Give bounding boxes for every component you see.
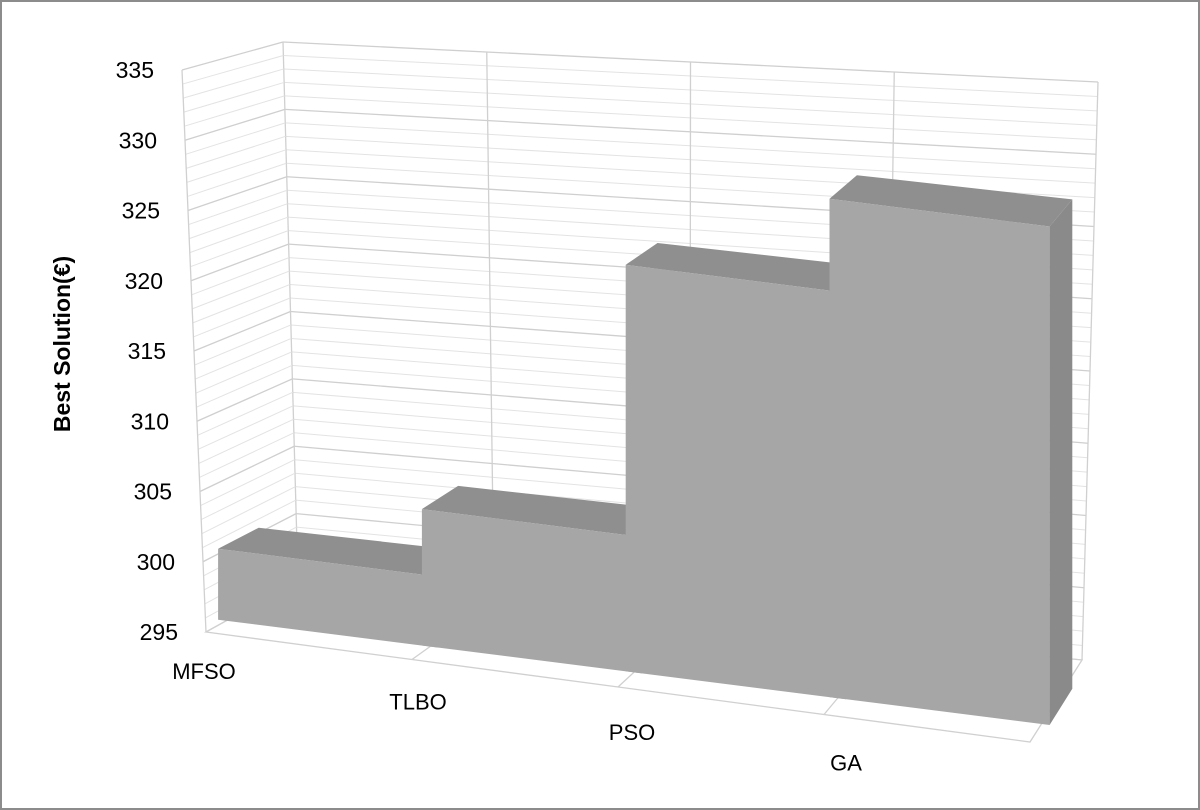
side-wall-gridline (188, 189, 288, 226)
side-wall-gridline (185, 122, 286, 155)
side-wall-gridline (198, 418, 294, 464)
side-wall-gridline (190, 243, 289, 282)
side-wall-gridline (202, 499, 296, 549)
bar-top (829, 175, 1073, 227)
side-wall-edge (181, 69, 207, 633)
y-tick-label: 325 (122, 198, 160, 224)
side-wall-gridline (201, 486, 296, 535)
y-tick-label: 315 (128, 338, 166, 364)
bar-ga (829, 175, 1073, 725)
x-tick-label: GA (830, 750, 862, 775)
side-wall-gridline (183, 81, 285, 113)
side-wall-gridline (189, 203, 288, 240)
side-wall-gridline (183, 68, 284, 99)
side-wall-gridline (197, 391, 293, 436)
bar-top (218, 527, 475, 577)
side-wall-gridline (191, 257, 290, 296)
side-wall-gridline (192, 284, 290, 324)
y-tick-label: 295 (140, 619, 178, 645)
bar-front (625, 264, 846, 700)
side-wall-gridline (189, 216, 289, 254)
side-wall-gridline (196, 378, 293, 422)
bar-top (625, 243, 873, 293)
x-tick-label: TLBO (389, 689, 446, 714)
y-axis-tick-labels: 295 300 305 310 315 320 325 330 335 (116, 57, 178, 645)
bar-front (829, 198, 1050, 725)
side-wall-gridline (200, 459, 295, 506)
side-wall-gridline (195, 337, 292, 380)
side-wall-gridline (200, 472, 296, 521)
side-wall-gridline (193, 297, 291, 338)
side-wall-gridline (193, 310, 291, 352)
side-wall-gridline (184, 95, 285, 127)
y-tick-label: 320 (125, 268, 163, 294)
side-wall-gridline (186, 149, 287, 183)
y-tick-label: 300 (137, 549, 175, 575)
x-tick-label: MFSO (172, 659, 236, 684)
side-wall-gridline (197, 405, 294, 450)
side-wall-gridline (181, 41, 284, 71)
side-wall-gridline (196, 364, 293, 408)
side-wall-gridline (187, 162, 287, 197)
bar-front (421, 509, 642, 674)
x-axis-category-labels: MFSO TLBO PSO GA (172, 659, 862, 776)
bars-group (218, 175, 1073, 725)
side-wall-gridline (199, 432, 295, 478)
y-tick-label: 330 (119, 127, 157, 153)
bar-side (1049, 199, 1073, 725)
side-wall-gridline (182, 54, 284, 85)
y-axis-title: Best Solution(€) (49, 256, 75, 432)
back-wall-divider (1081, 81, 1099, 661)
side-wall-gridline (199, 445, 295, 493)
bar-top (421, 485, 674, 537)
side-wall-gridline (190, 230, 289, 268)
y-tick-label: 310 (131, 408, 169, 434)
side-wall-gridline (184, 108, 286, 141)
y-tick-label: 305 (134, 479, 172, 505)
y-tick-label: 335 (116, 57, 154, 83)
side-wall-gridline (195, 351, 292, 394)
side-wall-gridline (186, 135, 286, 169)
side-wall-gridline (187, 176, 287, 212)
side-wall-gridline (192, 270, 290, 310)
x-tick-label: PSO (609, 720, 655, 745)
bar-front (218, 548, 439, 648)
side-wall-gridline (194, 324, 292, 366)
